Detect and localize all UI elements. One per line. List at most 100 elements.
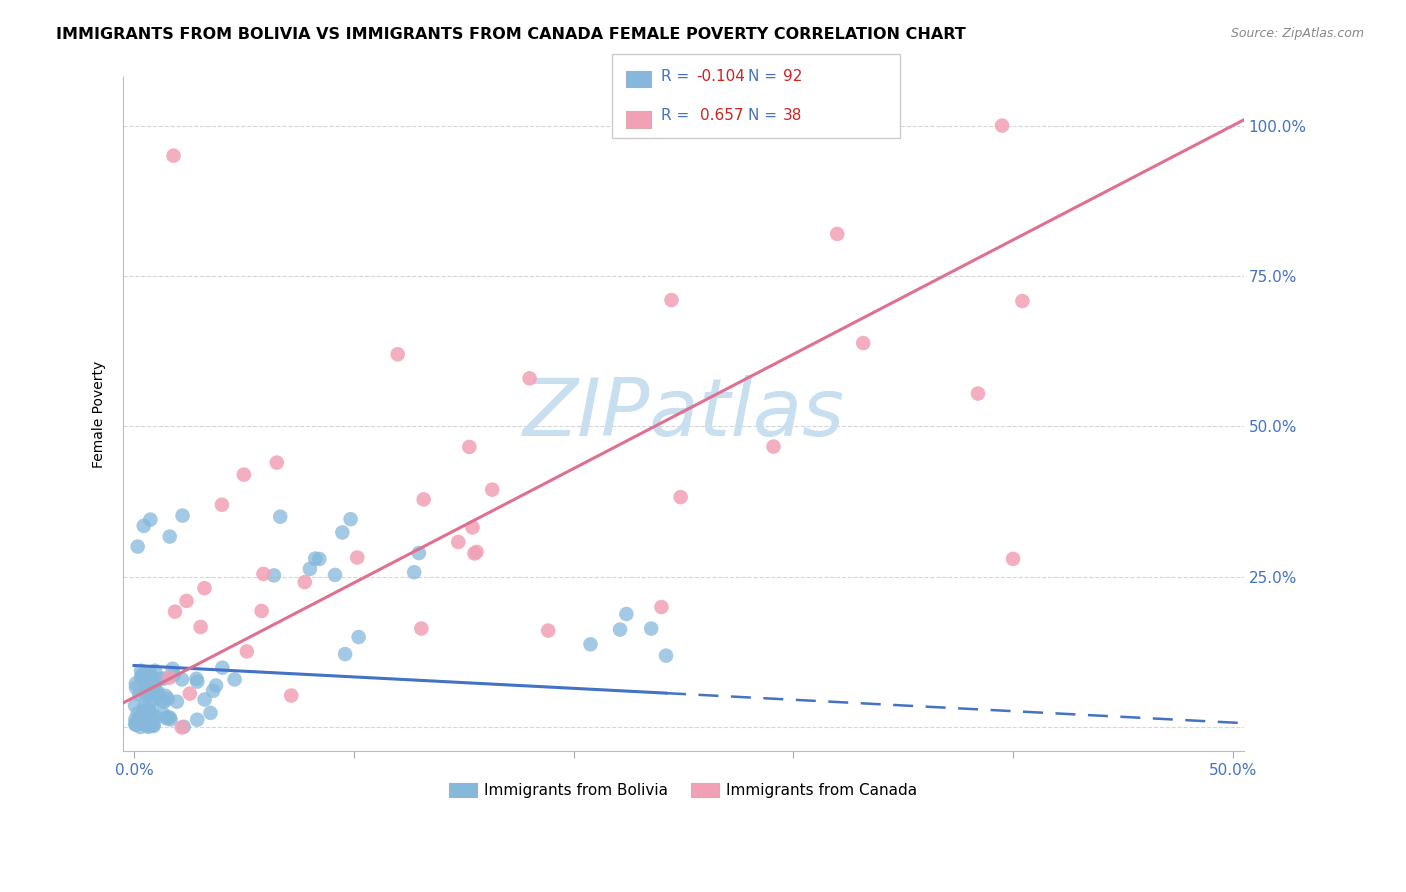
Immigrants from Bolivia: [616, 607, 638, 621]
Immigrants from Bolivia: [138, 703, 160, 717]
Immigrants from Bolivia: [408, 546, 430, 560]
Immigrants from Bolivia: [339, 512, 361, 526]
Immigrants from Canada: [447, 535, 470, 549]
Immigrants from Bolivia: [640, 622, 662, 636]
Immigrants from Bolivia: [143, 677, 166, 691]
Immigrants from Bolivia: [186, 713, 208, 727]
Immigrants from Bolivia: [142, 681, 165, 695]
Immigrants from Bolivia: [333, 647, 356, 661]
Immigrants from Bolivia: [263, 568, 285, 582]
Immigrants from Canada: [157, 671, 180, 685]
Immigrants from Bolivia: [205, 678, 228, 692]
Immigrants from Bolivia: [129, 664, 152, 678]
Immigrants from Canada: [481, 483, 503, 497]
Immigrants from Bolivia: [162, 662, 184, 676]
Immigrants from Bolivia: [193, 692, 215, 706]
Immigrants from Bolivia: [125, 681, 148, 695]
Immigrants from Bolivia: [153, 695, 176, 709]
Immigrants from Canada: [176, 594, 198, 608]
Immigrants from Bolivia: [138, 704, 160, 718]
Immigrants from Bolivia: [150, 694, 173, 708]
Immigrants from Bolivia: [200, 706, 222, 720]
Immigrants from Bolivia: [298, 562, 321, 576]
Immigrants from Canada: [211, 498, 233, 512]
Text: -0.104: -0.104: [696, 70, 745, 84]
Immigrants from Bolivia: [125, 718, 148, 732]
Immigrants from Bolivia: [136, 720, 159, 734]
Immigrants from Bolivia: [135, 689, 157, 703]
Immigrants from Bolivia: [163, 667, 186, 681]
Immigrants from Bolivia: [132, 671, 155, 685]
Immigrants from Bolivia: [347, 630, 370, 644]
Immigrants from Bolivia: [579, 637, 602, 651]
Immigrants from Canada: [519, 371, 541, 385]
Immigrants from Bolivia: [146, 685, 169, 699]
Immigrants from Bolivia: [141, 698, 163, 713]
Immigrants from Bolivia: [404, 565, 426, 579]
Y-axis label: Female Poverty: Female Poverty: [93, 361, 107, 468]
Immigrants from Canada: [458, 440, 481, 454]
Immigrants from Bolivia: [127, 540, 149, 554]
Immigrants from Canada: [236, 644, 259, 658]
Immigrants from Canada: [661, 293, 683, 307]
Immigrants from Bolivia: [330, 525, 353, 540]
Immigrants from Bolivia: [159, 710, 181, 724]
Immigrants from Bolivia: [142, 719, 165, 733]
Immigrants from Canada: [346, 550, 368, 565]
Immigrants from Canada: [825, 227, 848, 241]
Immigrants from Bolivia: [128, 687, 150, 701]
Immigrants from Bolivia: [170, 673, 193, 687]
Immigrants from Bolivia: [323, 568, 346, 582]
Immigrants from Canada: [465, 545, 488, 559]
Text: 0.657: 0.657: [700, 108, 744, 122]
Immigrants from Bolivia: [136, 681, 159, 695]
Immigrants from Bolivia: [131, 716, 153, 731]
Immigrants from Canada: [163, 605, 186, 619]
Text: N =: N =: [748, 108, 782, 122]
Immigrants from Bolivia: [211, 660, 233, 674]
Immigrants from Bolivia: [159, 713, 181, 727]
Immigrants from Canada: [967, 386, 990, 401]
Immigrants from Bolivia: [148, 688, 170, 702]
Immigrants from Bolivia: [149, 672, 172, 686]
Legend: Immigrants from Bolivia, Immigrants from Canada: Immigrants from Bolivia, Immigrants from…: [443, 777, 924, 805]
Immigrants from Bolivia: [139, 665, 162, 680]
Immigrants from Bolivia: [132, 519, 155, 533]
Immigrants from Canada: [170, 720, 193, 734]
Immigrants from Bolivia: [159, 530, 181, 544]
Immigrants from Canada: [412, 492, 434, 507]
Immigrants from Canada: [762, 440, 785, 454]
Text: R =: R =: [661, 108, 699, 122]
Text: ZIPatlas: ZIPatlas: [522, 376, 845, 453]
Immigrants from Bolivia: [124, 698, 146, 713]
Immigrants from Bolivia: [156, 710, 179, 724]
Immigrants from Canada: [387, 347, 409, 361]
Immigrants from Bolivia: [139, 718, 162, 732]
Immigrants from Bolivia: [129, 671, 152, 685]
Immigrants from Canada: [537, 624, 560, 638]
Immigrants from Bolivia: [139, 686, 162, 700]
Immigrants from Bolivia: [186, 672, 208, 686]
Immigrants from Canada: [179, 687, 201, 701]
Immigrants from Canada: [162, 149, 184, 163]
Immigrants from Bolivia: [124, 717, 146, 731]
Immigrants from Bolivia: [172, 508, 194, 523]
Immigrants from Canada: [250, 604, 273, 618]
Immigrants from Bolivia: [655, 648, 678, 663]
Immigrants from Bolivia: [142, 717, 165, 731]
Immigrants from Bolivia: [141, 673, 163, 688]
Immigrants from Canada: [294, 575, 316, 590]
Immigrants from Canada: [991, 119, 1014, 133]
Text: R =: R =: [661, 70, 695, 84]
Immigrants from Bolivia: [139, 669, 162, 683]
Immigrants from Bolivia: [139, 695, 162, 709]
Immigrants from Canada: [266, 456, 288, 470]
Immigrants from Bolivia: [124, 712, 146, 726]
Immigrants from Bolivia: [132, 700, 155, 714]
Immigrants from Bolivia: [125, 716, 148, 731]
Immigrants from Bolivia: [153, 672, 176, 686]
Immigrants from Canada: [193, 581, 215, 595]
Text: N =: N =: [748, 70, 782, 84]
Immigrants from Canada: [232, 467, 254, 482]
Immigrants from Canada: [411, 622, 433, 636]
